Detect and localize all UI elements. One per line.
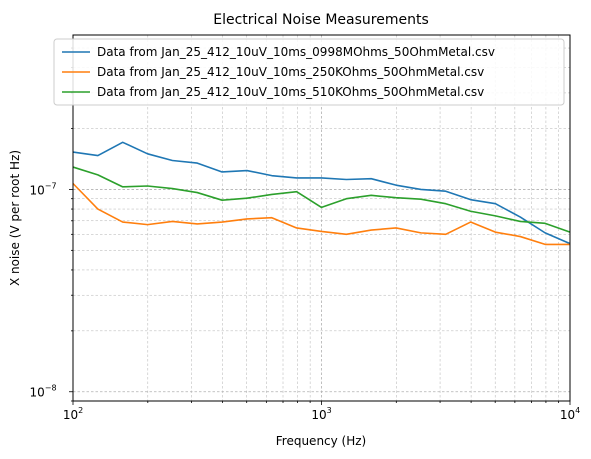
legend-label-2: Data from Jan_25_412_10uV_10ms_250KOhms_… [97,65,484,79]
axis-ticks: 102 103 104 10−8 10−7 [29,47,580,422]
series-line-2 [72,182,570,246]
legend-box [53,38,565,106]
series-line-1 [72,141,571,245]
y-tick-label: 10−8 [29,384,56,400]
series-lines [72,141,571,246]
x-axis-label: Frequency (Hz) [276,434,367,448]
y-tick-label: 10−7 [29,181,56,197]
x-tick-label: 102 [63,406,83,422]
legend-label-1: Data from Jan_25_412_10uV_10ms_0998MOhms… [97,45,495,59]
chart-title: Electrical Noise Measurements [213,12,429,28]
series-line-3 [72,166,571,233]
x-tick-label: 103 [311,406,331,422]
y-axis-label: X noise (V per root Hz) [8,150,22,286]
x-tick-label: 104 [560,406,580,422]
legend: Data from Jan_25_412_10uV_10ms_0998MOhms… [53,38,565,106]
legend-label-3: Data from Jan_25_412_10uV_10ms_510KOhms_… [97,85,484,99]
